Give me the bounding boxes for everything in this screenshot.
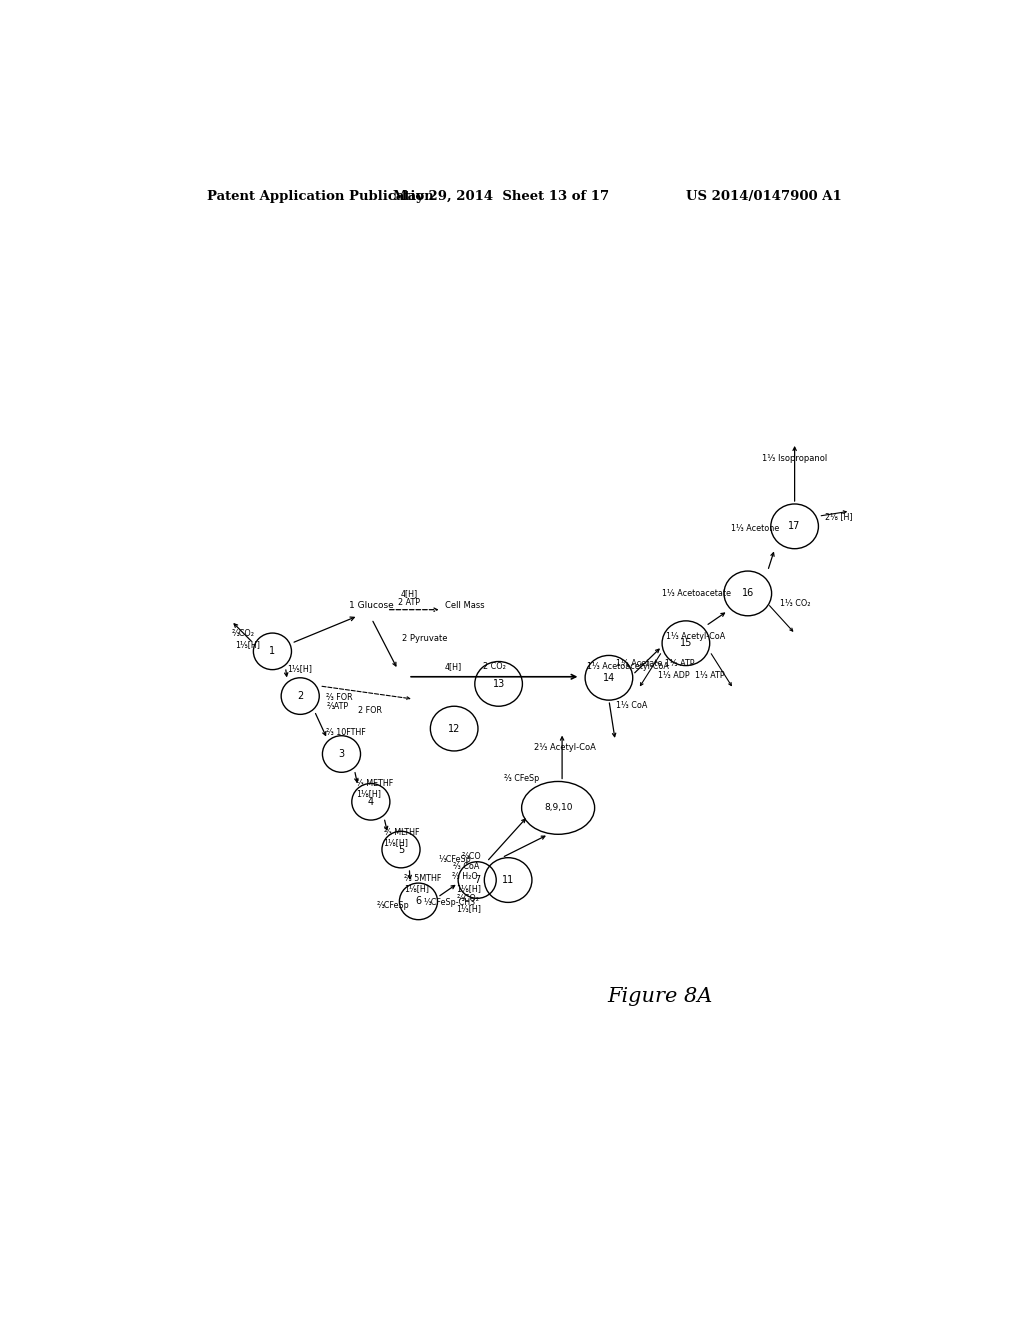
Text: 8,9,10: 8,9,10	[544, 804, 572, 812]
Text: ⅔ H₂O: ⅔ H₂O	[453, 873, 478, 882]
Text: 1⅕[H]: 1⅕[H]	[236, 640, 260, 648]
Text: 1⅓ Isopropanol: 1⅓ Isopropanol	[762, 454, 827, 463]
Text: 1 Glucose: 1 Glucose	[349, 601, 394, 610]
Text: 2 CO₂: 2 CO₂	[483, 663, 506, 671]
Text: 15: 15	[680, 639, 692, 648]
Text: ⅔CO₂: ⅔CO₂	[457, 894, 479, 903]
Text: ⅔ CoA: ⅔ CoA	[454, 862, 479, 871]
Text: 1⅓ Acetoacetate: 1⅓ Acetoacetate	[663, 589, 731, 598]
Text: 1⅛[H]: 1⅛[H]	[384, 838, 409, 847]
Text: Patent Application Publication: Patent Application Publication	[207, 190, 434, 202]
Text: 13: 13	[493, 678, 505, 689]
Text: 1⅓ Acetoacetyl-CoA: 1⅓ Acetoacetyl-CoA	[587, 663, 669, 671]
Text: 1⅓ ADP: 1⅓ ADP	[658, 672, 690, 680]
Text: Figure 8A: Figure 8A	[607, 987, 713, 1006]
Text: ⅔CO: ⅔CO	[462, 853, 481, 861]
Text: ⅔ 10FTHF: ⅔ 10FTHF	[327, 729, 367, 737]
Text: 14: 14	[603, 673, 615, 682]
Text: 2 ATP: 2 ATP	[398, 598, 420, 607]
Text: ⅔ MLTHF: ⅔ MLTHF	[384, 828, 419, 837]
Text: Cell Mass: Cell Mass	[445, 601, 485, 610]
Text: ⅓CFeSp: ⅓CFeSp	[438, 855, 471, 865]
Text: 6: 6	[416, 896, 422, 907]
Text: ⅔ 5MTHF: ⅔ 5MTHF	[404, 874, 441, 883]
Text: 2 Pyruvate: 2 Pyruvate	[401, 634, 447, 643]
Text: 12: 12	[447, 723, 461, 734]
Text: 1⅛[H]: 1⅛[H]	[404, 883, 429, 892]
Text: 17: 17	[788, 521, 801, 532]
Text: 1⅓[H]: 1⅓[H]	[456, 904, 481, 913]
Text: 1⅓ Acetone: 1⅓ Acetone	[730, 524, 778, 533]
Text: May 29, 2014  Sheet 13 of 17: May 29, 2014 Sheet 13 of 17	[393, 190, 609, 202]
Text: 4[H]: 4[H]	[400, 589, 418, 598]
Text: 2⅛ [H]: 2⅛ [H]	[824, 512, 852, 520]
Text: 3: 3	[338, 748, 344, 759]
Text: 1⅓ Acetate 1⅓ ATP: 1⅓ Acetate 1⅓ ATP	[616, 659, 695, 668]
Text: US 2014/0147900 A1: US 2014/0147900 A1	[686, 190, 842, 202]
Text: 4[H]: 4[H]	[444, 663, 462, 671]
Text: 4: 4	[368, 797, 374, 807]
Text: 1⅓ CO₂: 1⅓ CO₂	[780, 599, 811, 609]
Text: 16: 16	[741, 589, 754, 598]
Text: 2: 2	[297, 692, 303, 701]
Text: 1: 1	[269, 647, 275, 656]
Text: ⅔ATP: ⅔ATP	[327, 702, 348, 710]
Text: 1⅛[H]: 1⅛[H]	[355, 789, 381, 799]
Text: 1⅓ ATP: 1⅓ ATP	[695, 672, 725, 680]
Text: ⅔CFeSp: ⅔CFeSp	[377, 902, 410, 909]
Text: ⅔CO₂: ⅔CO₂	[231, 628, 254, 638]
Text: 1⅓ CoA: 1⅓ CoA	[616, 701, 647, 710]
Text: 2 FOR: 2 FOR	[358, 706, 382, 715]
Text: 7: 7	[474, 875, 480, 884]
Text: 1⅓ Acetyl-CoA: 1⅓ Acetyl-CoA	[666, 631, 725, 640]
Text: 1⅛[H]: 1⅛[H]	[456, 883, 481, 892]
Text: ⅓CFeSp-CH3: ⅓CFeSp-CH3	[423, 898, 475, 907]
Text: 5: 5	[398, 845, 404, 854]
Text: ⅔ CFeSp: ⅔ CFeSp	[504, 774, 539, 783]
Text: 1⅕[H]: 1⅕[H]	[287, 664, 311, 673]
Text: 2⅓ Acetyl-CoA: 2⅓ Acetyl-CoA	[534, 743, 595, 752]
Text: ⅔ METHF: ⅔ METHF	[355, 779, 393, 788]
Text: 11: 11	[502, 875, 514, 884]
Text: ⅔ FOR: ⅔ FOR	[327, 693, 353, 702]
